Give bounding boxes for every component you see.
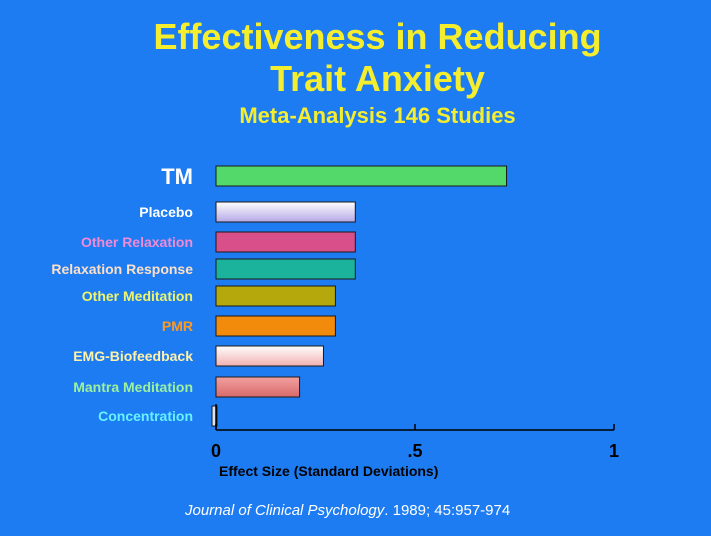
bar-mantra-meditation <box>215 376 301 398</box>
x-tick-label: 1 <box>609 441 619 461</box>
category-label: Concentration <box>98 408 193 424</box>
bar-other-relaxation <box>215 231 356 253</box>
chart-title-line-2: Trait Anxiety <box>270 58 485 99</box>
category-label: TM <box>161 164 193 189</box>
category-label: Mantra Meditation <box>73 379 193 395</box>
citation-details: . 1989; 45:957-974 <box>384 502 511 519</box>
bar-pmr <box>215 315 336 337</box>
bar-placebo <box>215 201 356 223</box>
chart-title-line-1: Effectiveness in Reducing <box>153 16 602 57</box>
bar-chart: TM Placebo Other Relaxation Relaxation Resp… <box>51 164 619 479</box>
bar-relaxation-response <box>215 258 356 280</box>
citation-journal: Journal of Clinical Psychology <box>185 502 385 519</box>
x-tick-label: 0 <box>211 441 221 461</box>
category-label: Placebo <box>139 204 193 220</box>
category-label: Other Relaxation <box>81 234 193 250</box>
x-axis-title: Effect Size (Standard Deviations) <box>219 463 438 479</box>
category-label: Relaxation Response <box>51 261 193 277</box>
category-label: Other Meditation <box>82 288 193 304</box>
bar-tm <box>215 165 508 187</box>
bar-concentration <box>211 405 218 427</box>
x-tick-label: .5 <box>407 441 422 461</box>
bar-emg-biofeedback <box>215 345 324 367</box>
category-label: EMG-Biofeedback <box>73 348 193 364</box>
category-label: PMR <box>162 318 193 334</box>
chart-subtitle: Meta-Analysis 146 Studies <box>239 103 516 128</box>
citation: Journal of Clinical Psychology. 1989; 45… <box>185 502 510 519</box>
bar-other-meditation <box>215 285 336 307</box>
